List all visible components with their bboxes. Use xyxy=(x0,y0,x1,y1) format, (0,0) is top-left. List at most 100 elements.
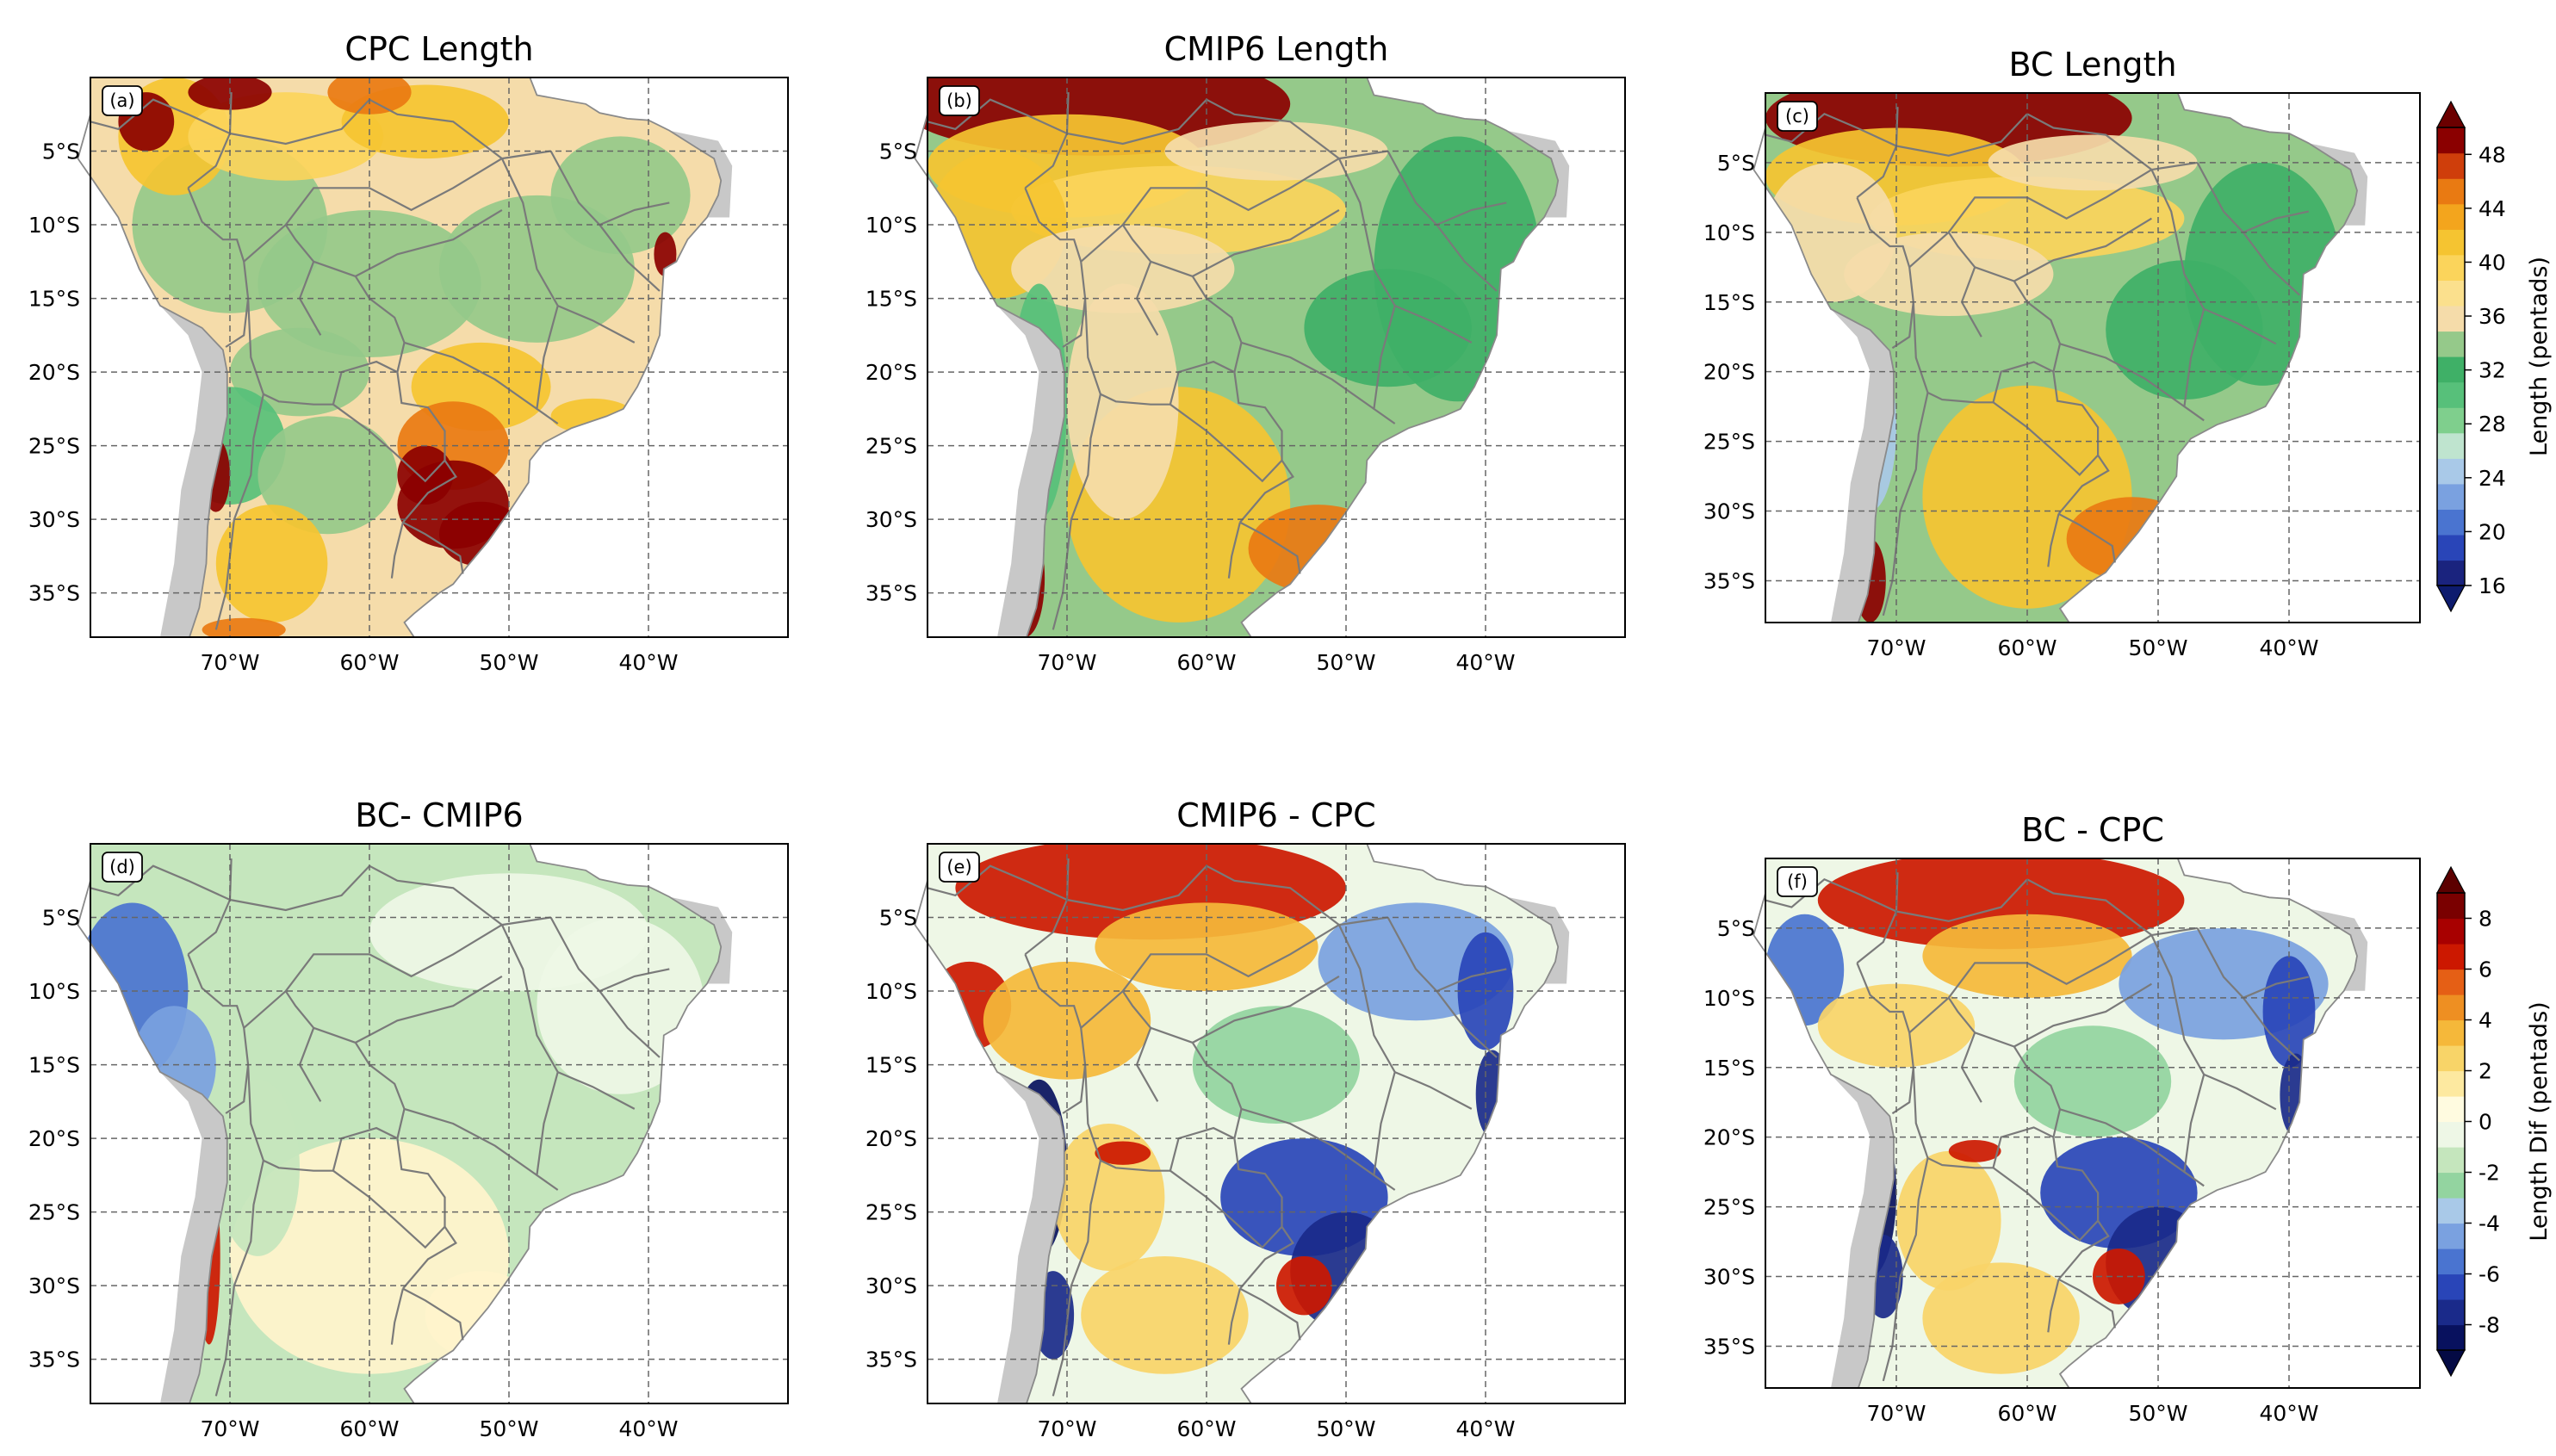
colorbar-tick-label: 4 xyxy=(2478,1008,2492,1033)
coast-grey-mask xyxy=(2308,908,2368,991)
lat-tick-label: 15°S xyxy=(1703,1056,1755,1081)
country-border xyxy=(2047,1279,2060,1333)
colorbar-tick-label: 2 xyxy=(2478,1059,2492,1084)
country-border xyxy=(536,1071,559,1191)
lat-tick-label: 15°S xyxy=(865,287,917,312)
coastline xyxy=(77,843,723,1404)
lat-tick-label: 35°S xyxy=(1703,1334,1755,1359)
colorbar-swatch xyxy=(2437,1273,2465,1300)
lat-tick-label: 35°S xyxy=(865,1348,917,1372)
colorbar-swatch xyxy=(2437,356,2465,383)
lat-tick-label: 5°S xyxy=(879,906,917,931)
panel-title: CPC Length xyxy=(344,30,533,68)
lat-tick-label: 5°S xyxy=(42,906,80,931)
country-border xyxy=(1241,1107,1375,1176)
colorbar-tick-label: 24 xyxy=(2478,466,2506,491)
country-border xyxy=(369,98,503,159)
lat-tick-label: 25°S xyxy=(865,1200,917,1225)
field-patch xyxy=(1304,269,1472,387)
colorbar-tick-label: 44 xyxy=(2478,196,2506,221)
colorbar-swatch xyxy=(2437,994,2465,1021)
colorbar-extend-low xyxy=(2436,1349,2466,1378)
country-border xyxy=(332,1169,446,1249)
map-frame xyxy=(1765,858,2421,1389)
country-border xyxy=(247,1064,398,1172)
lon-tick-label: 40°W xyxy=(618,650,678,675)
country-border xyxy=(1992,401,2099,476)
country-border xyxy=(1992,1167,2099,1242)
panel-1: 70°W 60°W 50°W 40°W 5°S 10°S 15°S 20°S 25°S 30°S 3… xyxy=(28,30,789,675)
map-frame xyxy=(1765,92,2421,623)
lat-tick-label: 20°S xyxy=(28,1126,80,1151)
country-border xyxy=(247,298,398,406)
lat-tick-label: 10°S xyxy=(28,979,80,1004)
lon-tick-label: 70°W xyxy=(1866,635,1926,660)
field-patch xyxy=(1164,121,1388,181)
panel-title: BC - CPC xyxy=(2021,811,2164,849)
field-patch xyxy=(1095,1141,1151,1165)
field-patch xyxy=(1922,1262,2080,1374)
country-border xyxy=(927,858,1070,901)
colorbar-swatch xyxy=(2437,458,2465,485)
country-border xyxy=(1337,158,1396,307)
country-border xyxy=(2052,371,2100,455)
colorbar-swatch xyxy=(2437,331,2465,357)
lat-tick-label: 10°S xyxy=(865,213,917,238)
country-border xyxy=(396,1137,446,1227)
lat-tick-label: 25°S xyxy=(1703,1195,1755,1220)
country-border xyxy=(1206,98,1340,159)
country-border xyxy=(2203,1073,2277,1111)
lat-tick-label: 15°S xyxy=(865,1053,917,1078)
colorbar-frame xyxy=(2436,127,2466,586)
colorbar-swatch xyxy=(2437,1045,2465,1072)
lon-tick-label: 50°W xyxy=(1316,650,1375,675)
country-border xyxy=(1856,911,1898,964)
country-border xyxy=(1895,113,2028,157)
map-frame xyxy=(927,843,1626,1404)
lat-tick-label: 35°S xyxy=(28,581,80,606)
panel-label: (b) xyxy=(946,90,972,111)
lon-tick-label: 50°W xyxy=(2128,635,2187,660)
lon-tick-label: 40°W xyxy=(618,1416,678,1441)
colorbar-extend-low xyxy=(2436,585,2466,613)
andes-grey-mask xyxy=(997,306,1064,637)
panel-label-box xyxy=(939,85,980,116)
country-border xyxy=(1227,1288,1241,1345)
lat-tick-label: 25°S xyxy=(28,1200,80,1225)
country-border xyxy=(402,1287,464,1341)
andes-grey-mask xyxy=(997,1072,1064,1403)
lat-tick-label: 30°S xyxy=(28,1273,80,1298)
country-border xyxy=(2052,1137,2100,1221)
country-border xyxy=(1436,990,1498,1058)
colorbar-swatch xyxy=(2437,1223,2465,1249)
colorbar-tick-label: 32 xyxy=(2478,358,2506,383)
field-patch xyxy=(1095,902,1318,991)
coast-grey-mask xyxy=(669,896,733,984)
field-patch xyxy=(550,136,691,255)
lon-tick-label: 50°W xyxy=(2128,1401,2187,1426)
country-border xyxy=(2183,1074,2205,1187)
lon-tick-label: 40°W xyxy=(2259,1401,2318,1426)
country-border xyxy=(396,371,446,461)
lon-tick-label: 70°W xyxy=(200,1416,259,1441)
colorbar-swatch xyxy=(2437,1324,2465,1351)
panel-label-box xyxy=(102,85,143,116)
country-border xyxy=(1024,899,1069,956)
colorbar-swatch xyxy=(2437,1121,2465,1148)
colorbar-tick-label: 36 xyxy=(2478,304,2506,329)
lon-tick-label: 70°W xyxy=(200,650,259,675)
country-border xyxy=(1084,1064,1235,1172)
panel-5: 70°W 60°W 50°W 40°W 5°S 10°S 15°S 20°S 25°S 30°S 3… xyxy=(865,796,1626,1441)
country-border xyxy=(1895,878,2028,922)
panel-title: CMIP6 - CPC xyxy=(1176,796,1375,834)
country-border xyxy=(1337,924,1396,1073)
country-border xyxy=(1227,522,1241,579)
lat-tick-label: 10°S xyxy=(1703,220,1755,245)
country-border xyxy=(1024,133,1069,189)
country-border xyxy=(1436,224,1498,292)
lat-tick-label: 35°S xyxy=(1703,568,1755,593)
coast-grey-mask xyxy=(2308,143,2368,226)
lon-tick-label: 50°W xyxy=(1316,1416,1375,1441)
country-border xyxy=(1394,305,1473,344)
panel-title: BC- CMIP6 xyxy=(355,796,523,834)
